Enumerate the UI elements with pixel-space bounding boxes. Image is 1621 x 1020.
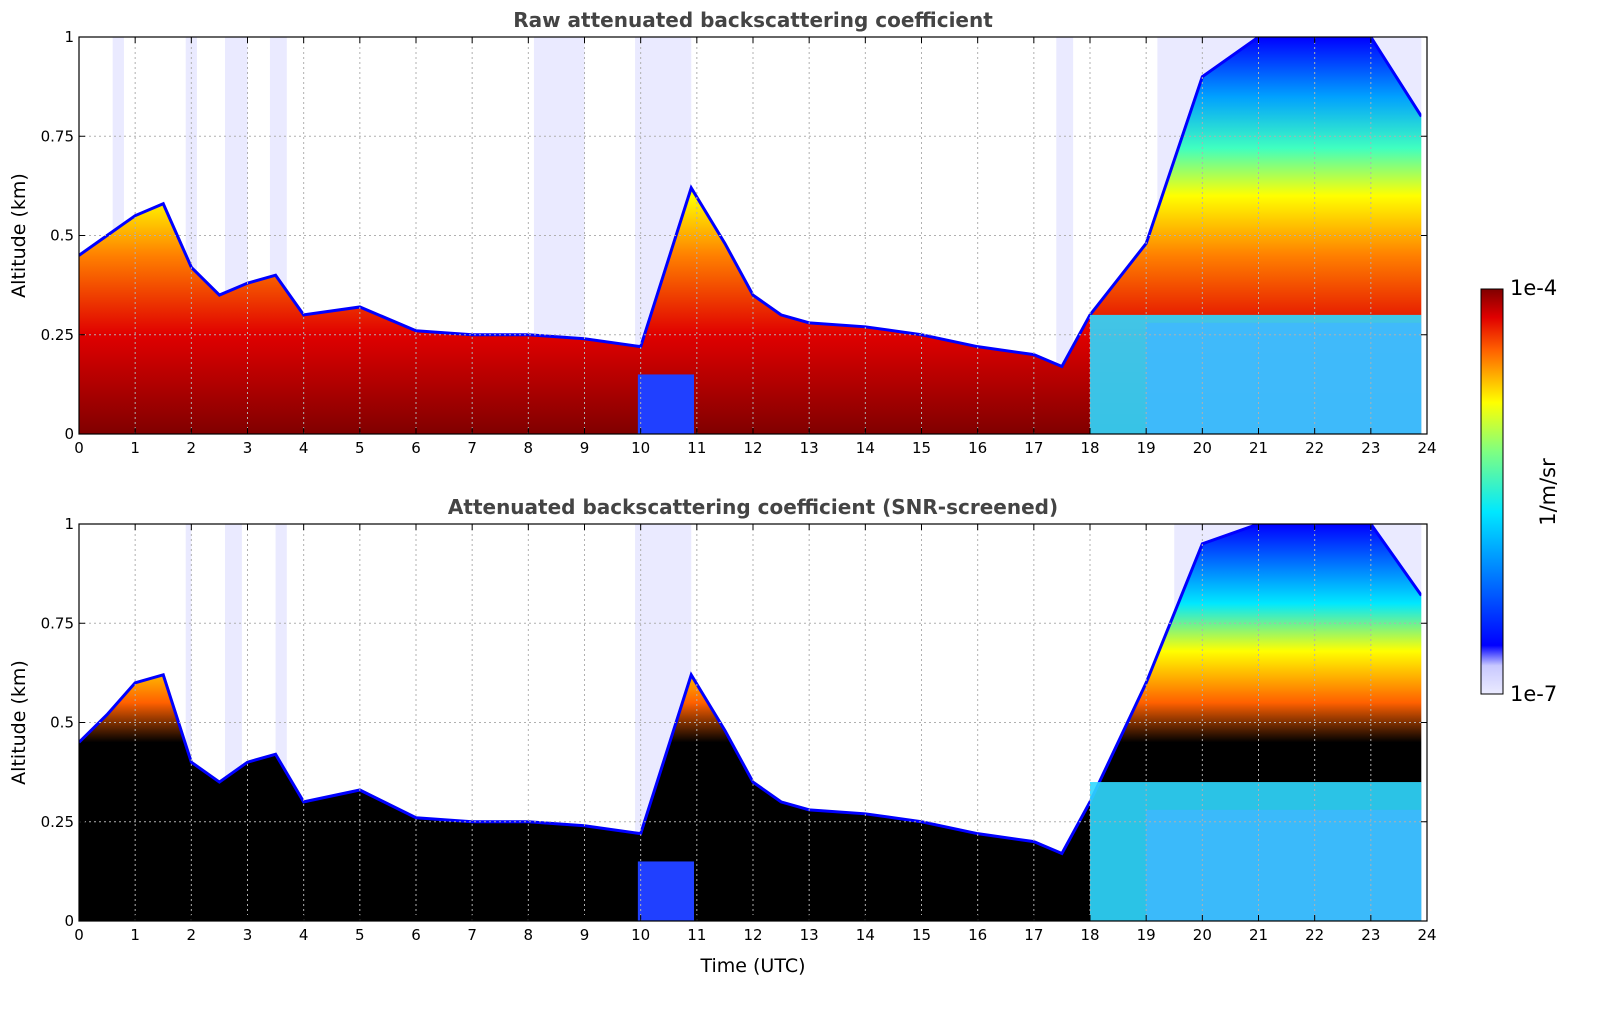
x-tick-label: 13 — [800, 926, 819, 944]
x-tick-label: 7 — [467, 926, 477, 944]
colorbar: 1e-4 1e-7 1/m/sr — [1480, 276, 1560, 706]
haze-region — [185, 524, 192, 921]
x-tick-label: 4 — [299, 439, 309, 457]
colorbar-min-label: 1e-7 — [1510, 682, 1557, 706]
x-axis-label: Time (UTC) — [699, 955, 805, 977]
x-tick-label: 9 — [580, 439, 590, 457]
x-tick-label: 14 — [856, 439, 875, 457]
x-tick-label: 19 — [1137, 439, 1156, 457]
x-tick-label: 6 — [411, 439, 421, 457]
x-tick-label: 0 — [74, 926, 84, 944]
y-tick-label: 0.75 — [41, 614, 74, 632]
x-tick-label: 23 — [1361, 439, 1380, 457]
x-tick-label: 17 — [1024, 439, 1043, 457]
x-tick-label: 16 — [968, 926, 987, 944]
x-tick-label: 14 — [856, 926, 875, 944]
x-tick-label: 20 — [1193, 926, 1212, 944]
panel-title: Raw attenuated backscattering coefficien… — [513, 8, 993, 32]
y-tick-label: 0.75 — [41, 127, 74, 145]
plume-top-edge — [79, 37, 1423, 369]
grid — [79, 524, 1427, 921]
x-tick-label: 13 — [800, 439, 819, 457]
low-signal-patch — [637, 374, 695, 434]
afternoon-lower-block — [1146, 809, 1422, 921]
y-tick-label: 0.25 — [41, 813, 74, 831]
x-tick-label: 1 — [130, 926, 140, 944]
x-tick-label: 5 — [355, 926, 365, 944]
colorbar-max-label: 1e-4 — [1510, 276, 1557, 300]
y-tick-label: 1 — [64, 515, 74, 533]
afternoon-lower-block — [1146, 322, 1422, 434]
y-axis-label: Altitude (km) — [8, 173, 30, 298]
x-tick-label: 11 — [687, 439, 706, 457]
x-tick-label: 9 — [580, 926, 590, 944]
y-tick-label: 0 — [64, 425, 74, 443]
haze-region — [275, 524, 287, 921]
y-tick-label: 0.5 — [50, 714, 74, 732]
x-tick-label: 3 — [243, 926, 253, 944]
x-tick-label: 20 — [1193, 439, 1212, 457]
x-tick-label: 6 — [411, 926, 421, 944]
x-tick-label: 7 — [467, 439, 477, 457]
x-tick-label: 11 — [687, 926, 706, 944]
x-tick-label: 21 — [1249, 926, 1268, 944]
panel-title: Attenuated backscattering coefficient (S… — [448, 495, 1058, 519]
x-tick-label: 4 — [299, 926, 309, 944]
y-tick-label: 0.25 — [41, 326, 74, 344]
x-tick-label: 12 — [743, 926, 762, 944]
x-tick-label: 8 — [524, 926, 534, 944]
x-tick-label: 8 — [524, 439, 534, 457]
x-tick-label: 1 — [130, 439, 140, 457]
panel-screened: 0 1 2 3 4 5 6 7 8 9 10 11 12 13 14 15 16 17 18 19 20 21 22 23 24… — [8, 495, 1437, 977]
x-tick-label: 22 — [1305, 926, 1324, 944]
x-tick-label: 10 — [631, 926, 650, 944]
x-tick-label: 12 — [743, 439, 762, 457]
colorbar-unit-label: 1/m/sr — [1536, 458, 1560, 526]
x-tick-label: 0 — [74, 439, 84, 457]
y-tick-label: 1 — [64, 28, 74, 46]
plume-top-edge — [79, 524, 1423, 856]
colorbar-gradient — [1480, 288, 1504, 695]
x-tick-label: 15 — [912, 926, 931, 944]
x-tick-label: 24 — [1417, 439, 1436, 457]
low-signal-patch — [637, 861, 695, 921]
x-tick-label: 16 — [968, 439, 987, 457]
x-tick-label: 15 — [912, 439, 931, 457]
x-tick-label: 2 — [187, 439, 197, 457]
x-tick-label: 19 — [1137, 926, 1156, 944]
x-tick-label: 18 — [1080, 926, 1099, 944]
panel-raw: 0 1 2 3 4 5 6 7 8 9 10 11 12 13 14 15 16 17 18 19 20 21 22 23 24… — [8, 8, 1437, 457]
x-tick-label: 3 — [243, 439, 253, 457]
x-tick-label: 2 — [187, 926, 197, 944]
x-tick-label: 22 — [1305, 439, 1324, 457]
x-tick-label: 5 — [355, 439, 365, 457]
x-tick-label: 24 — [1417, 926, 1436, 944]
x-tick-label: 23 — [1361, 926, 1380, 944]
y-tick-label: 0.5 — [50, 227, 74, 245]
x-tick-label: 17 — [1024, 926, 1043, 944]
x-tick-label: 10 — [631, 439, 650, 457]
grid — [79, 37, 1427, 434]
y-axis-label: Altitude (km) — [8, 660, 30, 785]
x-tick-label: 18 — [1080, 439, 1099, 457]
y-tick-label: 0 — [64, 912, 74, 930]
x-tick-label: 21 — [1249, 439, 1268, 457]
haze-region — [185, 37, 197, 434]
